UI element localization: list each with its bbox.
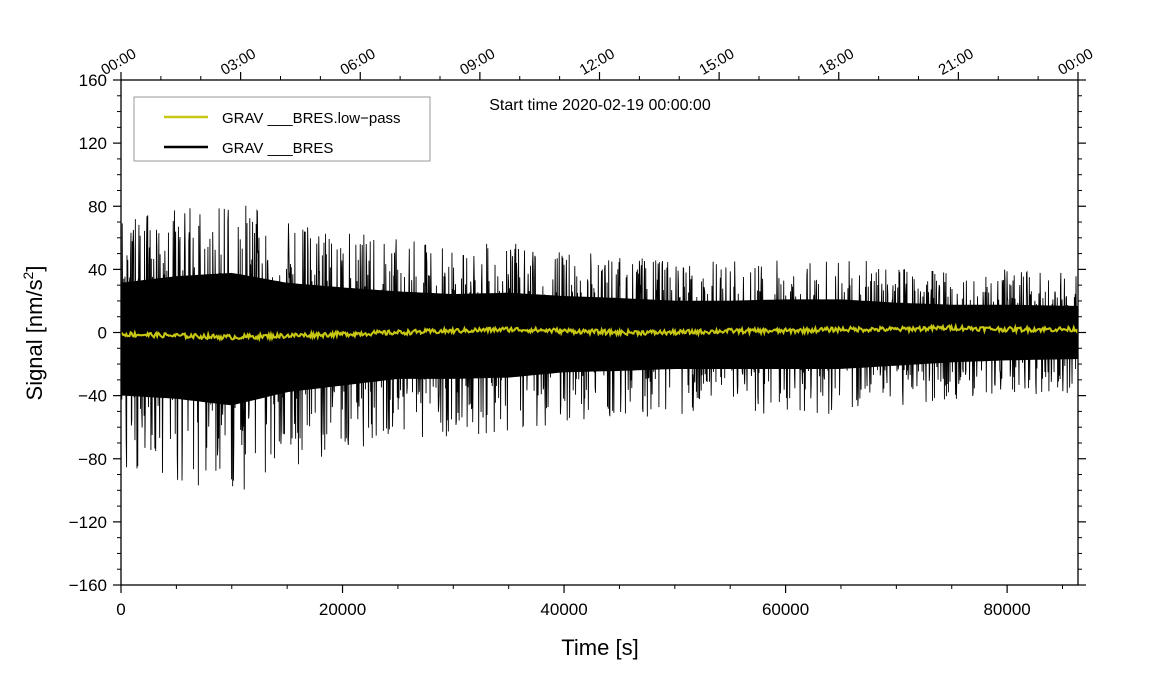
x-tick-label: 0 bbox=[116, 600, 125, 619]
y-tick-label: 80 bbox=[88, 197, 107, 216]
top-time-label: 09:00 bbox=[457, 45, 498, 78]
top-time-label: 15:00 bbox=[696, 45, 737, 78]
legend-label-lowpass: GRAV ___BRES.low−pass bbox=[222, 110, 401, 127]
top-time-label: 12:00 bbox=[577, 45, 618, 78]
lowpass-series-layer bbox=[120, 322, 1079, 343]
x-tick-label: 20000 bbox=[319, 600, 366, 619]
top-time-label: 21:00 bbox=[936, 45, 977, 78]
start-time-annotation: Start time 2020-02-19 00:00:00 bbox=[489, 97, 711, 114]
y-tick-label: 160 bbox=[79, 71, 107, 90]
legend-box bbox=[133, 96, 431, 162]
y-tick-label: 120 bbox=[79, 134, 107, 153]
x-tick-label: 40000 bbox=[540, 600, 587, 619]
legend: GRAV ___BRES.low−pass GRAV ___BRES bbox=[133, 96, 431, 162]
signal-core-band bbox=[121, 272, 1078, 406]
top-time-label: 06:00 bbox=[337, 45, 378, 78]
y-axis-title-main: Signal [nm/s bbox=[22, 279, 47, 400]
x-axis-title: Time [s] bbox=[561, 635, 638, 660]
top-time-label: 00:00 bbox=[1055, 45, 1096, 78]
top-time-label: 00:00 bbox=[98, 45, 139, 78]
y-tick-label: 0 bbox=[98, 324, 107, 343]
top-time-label: 18:00 bbox=[816, 45, 857, 78]
y-tick-label: −120 bbox=[69, 513, 107, 532]
x-tick-label: 60000 bbox=[762, 600, 809, 619]
legend-label-signal: GRAV ___BRES bbox=[222, 140, 333, 157]
y-tick-label: 40 bbox=[88, 260, 107, 279]
x-tick-label: 80000 bbox=[983, 600, 1030, 619]
y-tick-label: −80 bbox=[78, 450, 107, 469]
y-axis-title-sup: 2 bbox=[20, 271, 36, 279]
y-tick-label: −160 bbox=[69, 576, 107, 595]
signal-series-layer bbox=[120, 205, 1079, 490]
y-axis-title: Signal [nm/s2] bbox=[20, 266, 47, 401]
lowpass-trace bbox=[120, 322, 1079, 343]
y-tick-label: −40 bbox=[78, 387, 107, 406]
top-time-label: 03:00 bbox=[218, 45, 259, 78]
y-axis-title-end: ] bbox=[22, 266, 47, 272]
